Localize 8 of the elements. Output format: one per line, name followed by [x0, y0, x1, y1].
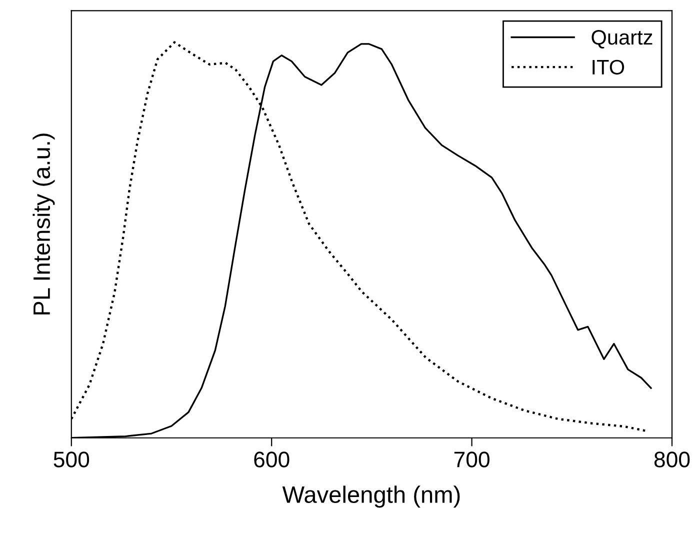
y-axis-title: PL Intensity (a.u.) [32, 134, 55, 314]
x-tick-label: 700 [454, 452, 490, 468]
x-tick-label: 800 [654, 452, 690, 468]
legend-label: ITO [592, 60, 624, 75]
legend-label: Quartz [592, 30, 652, 48]
x-tick-label: 500 [54, 452, 90, 468]
x-tick-label: 600 [254, 452, 290, 468]
x-axis-title: Wavelength (nm) [282, 486, 460, 508]
